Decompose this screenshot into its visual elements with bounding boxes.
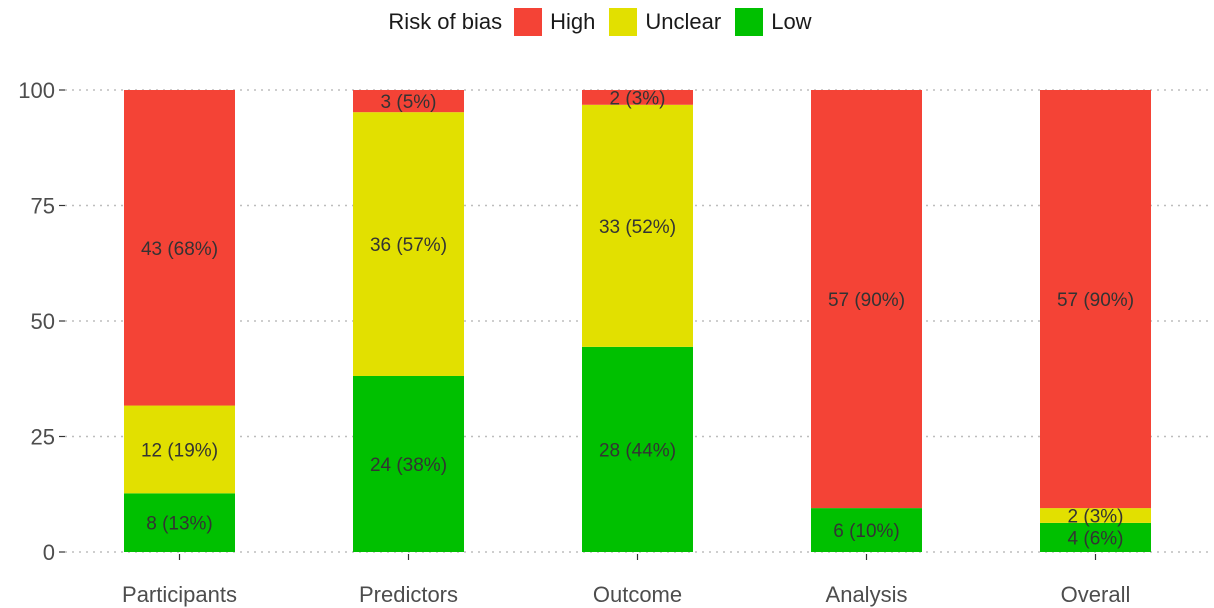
data-label-analysis-low: 6 (10%) (833, 521, 900, 542)
y-tick-label-0: 0 (43, 540, 55, 565)
data-label-participants-unclear: 12 (19%) (141, 440, 218, 461)
legend-item-low: Low (735, 8, 812, 36)
y-tick-label-75: 75 (31, 194, 55, 219)
legend-item-unclear: Unclear (609, 8, 721, 36)
legend-swatch-low (735, 8, 764, 36)
data-label-overall-low: 4 (6%) (1068, 528, 1124, 549)
data-label-outcome-unclear: 33 (52%) (599, 217, 676, 238)
data-label-predictors-high: 3 (5%) (381, 92, 437, 113)
bar-participants-high (124, 90, 235, 406)
axes: 0 25 50 75 100 Participants Predictors Outcome A… (18, 78, 1130, 607)
data-label-participants-high: 43 (68%) (141, 239, 218, 260)
data-label-predictors-low: 24 (38%) (370, 455, 447, 476)
data-label-outcome-low: 28 (44%) (599, 440, 676, 461)
data-label-analysis-high: 57 (90%) (828, 290, 905, 311)
data-label-participants-low: 8 (13%) (146, 514, 213, 535)
x-tick-label-overall: Overall (1061, 582, 1131, 607)
bar-participants-low (124, 493, 235, 552)
bar-outcome-unclear (582, 104, 693, 347)
data-label-outcome-high: 2 (3%) (610, 88, 666, 109)
bar-labels: 8 (13%) 12 (19%) 43 (68%) 24 (38%) 36 (57%) 3… (141, 88, 1134, 549)
y-tick-label-25: 25 (31, 425, 55, 450)
legend-swatch-high (514, 8, 543, 36)
data-label-predictors-unclear: 36 (57%) (370, 235, 447, 256)
x-tick-label-participants: Participants (122, 582, 237, 607)
x-tick-label-analysis: Analysis (826, 582, 908, 607)
x-tick-label-predictors: Predictors (359, 582, 458, 607)
y-tick-label-50: 50 (31, 309, 55, 334)
bar-predictors-high (353, 90, 464, 113)
bar-overall-low (1040, 522, 1151, 552)
legend-label-low: Low (771, 9, 812, 34)
legend-label-unclear: Unclear (645, 9, 722, 34)
bars (124, 90, 1151, 552)
legend: Risk of bias High Unclear Low (0, 8, 1214, 36)
bar-analysis-low (811, 508, 922, 552)
grid (65, 89, 1210, 553)
bar-predictors-unclear (353, 112, 464, 376)
x-tick-label-outcome: Outcome (593, 582, 682, 607)
bar-overall-unclear (1040, 508, 1151, 523)
bar-outcome-high (582, 90, 693, 105)
legend-title: Risk of bias (388, 9, 503, 34)
data-label-overall-high: 57 (90%) (1057, 290, 1134, 311)
bar-outcome-low (582, 346, 693, 552)
bar-participants-unclear (124, 405, 235, 494)
bar-overall-high (1040, 90, 1151, 509)
data-label-overall-unclear: 2 (3%) (1068, 507, 1124, 528)
bar-analysis-high (811, 90, 922, 509)
legend-item-high: High (514, 8, 595, 36)
bar-predictors-low (353, 375, 464, 552)
legend-swatch-unclear (609, 8, 638, 36)
y-tick-label-100: 100 (18, 78, 55, 103)
legend-label-high: High (550, 9, 596, 34)
